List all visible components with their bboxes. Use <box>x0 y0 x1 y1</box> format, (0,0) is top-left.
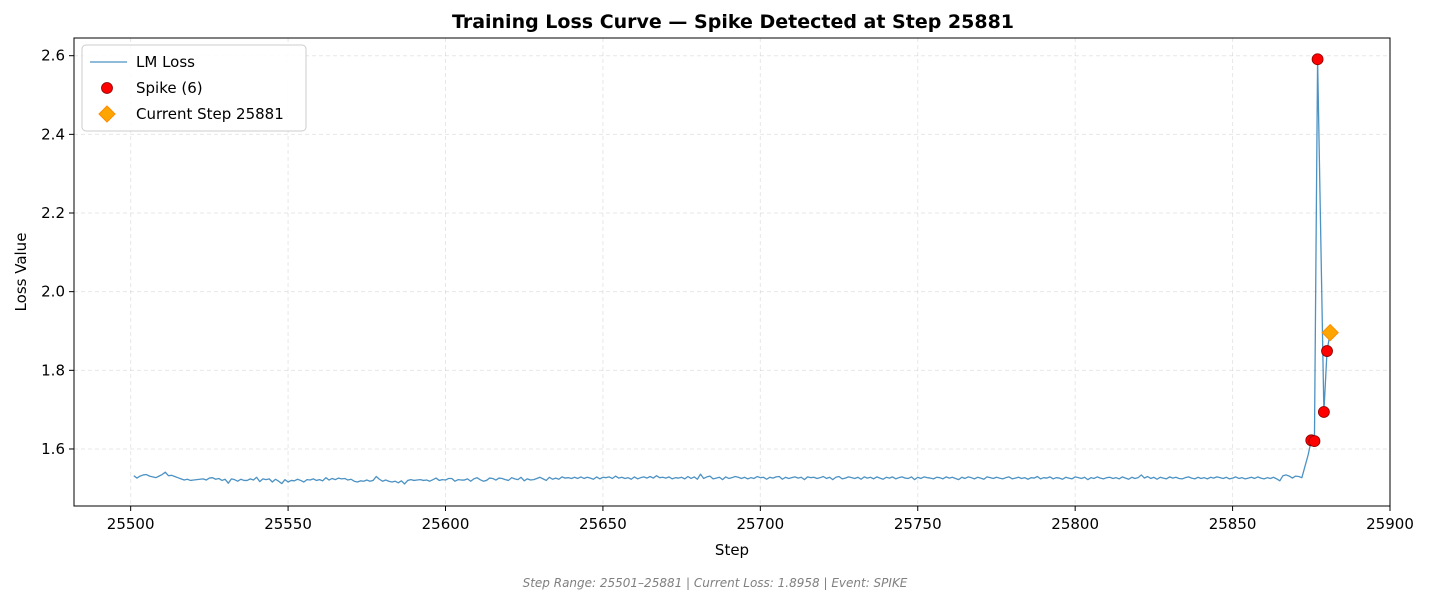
x-tick-label: 25550 <box>264 515 312 533</box>
y-tick-label: 2.6 <box>41 47 65 65</box>
legend-spike-swatch <box>101 82 113 94</box>
spike-point <box>1321 345 1333 357</box>
legend-box <box>81 44 307 132</box>
x-tick-label: 25700 <box>736 515 784 533</box>
spike-point <box>1311 53 1324 66</box>
y-tick-label: 2.0 <box>41 283 65 301</box>
legend-label-spike: Spike (6) <box>136 79 203 97</box>
y-axis-ticks: 1.6 1.8 2.0 2.2 2.4 2.6 <box>41 47 74 458</box>
y-axis-label: Loss Value <box>12 233 30 312</box>
legend-current-swatch <box>98 105 116 123</box>
x-tick-label: 25850 <box>1209 515 1257 533</box>
x-tick-label: 25750 <box>894 515 942 533</box>
plot-frame <box>73 37 1391 507</box>
x-tick-label: 25650 <box>579 515 627 533</box>
x-axis-label: Step <box>715 541 749 559</box>
x-tick-label: 25600 <box>422 515 470 533</box>
y-tick-label: 2.4 <box>41 125 65 143</box>
spike-point <box>1317 406 1330 418</box>
x-tick-label: 25800 <box>1051 515 1099 533</box>
spike-point <box>1308 435 1321 448</box>
x-axis-ticks: 25500 25550 25600 25650 25700 25750 25800 25850… <box>107 506 1414 533</box>
legend-label-current-step: Current Step 25881 <box>136 105 284 123</box>
current-step-point <box>1321 323 1339 342</box>
footer-summary: Step Range: 25501–25881 | Current Loss: … <box>523 576 908 590</box>
y-tick-label: 1.8 <box>41 361 65 379</box>
legend: LM Loss Spike (6) Current Step 25881 <box>81 44 307 132</box>
x-tick-label: 25900 <box>1366 515 1414 533</box>
y-tick-label: 2.2 <box>41 204 65 222</box>
lm-loss-line <box>133 58 1331 485</box>
x-tick-label: 25500 <box>107 515 155 533</box>
lm-loss-series <box>133 58 1331 485</box>
legend-label-lm-loss: LM Loss <box>136 53 195 71</box>
chart-title: Training Loss Curve — Spike Detected at … <box>452 11 1014 33</box>
y-tick-label: 1.6 <box>41 440 65 458</box>
spike-markers <box>1305 53 1339 448</box>
